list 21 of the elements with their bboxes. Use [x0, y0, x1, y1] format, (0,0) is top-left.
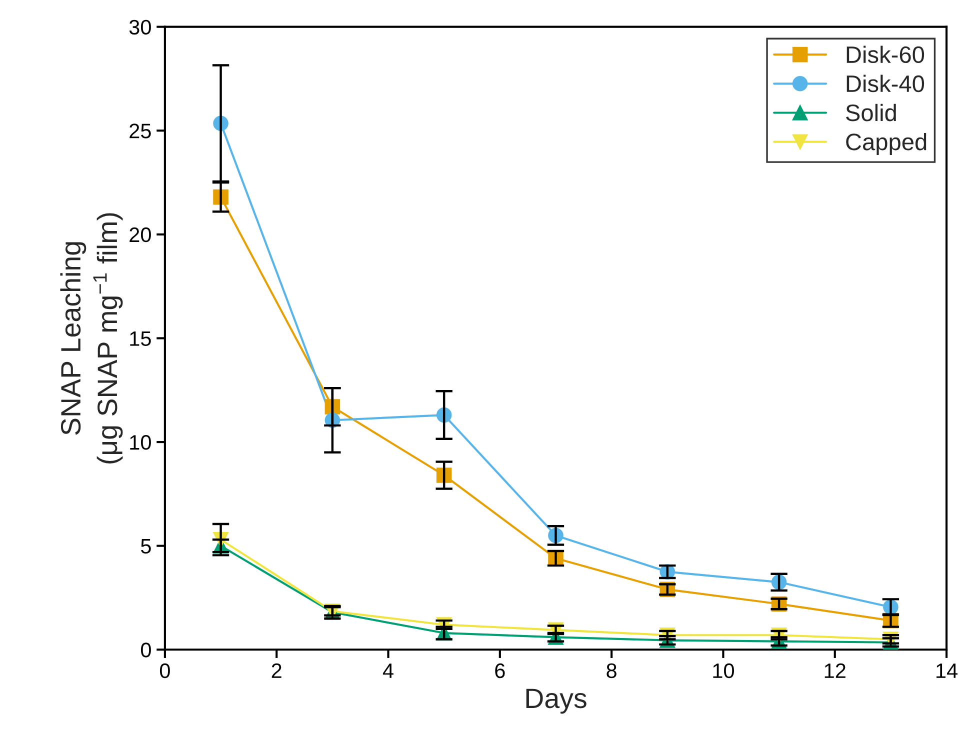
y-tick-label: 15 — [130, 331, 151, 346]
y-tick-label: 5 — [141, 539, 151, 554]
x-axis-title: Days — [526, 688, 586, 714]
legend-label: Solid — [846, 104, 896, 122]
x-tick-label: 14 — [936, 664, 958, 678]
y-tick-label: 30 — [129, 20, 151, 35]
y-axis-title: SNAP Leaching (μg SNAP mg$^{−1}$ film) — [60, 213, 123, 464]
x-tick-label: 4 — [382, 664, 394, 678]
x-tick-label: 2 — [272, 663, 282, 678]
x-tick-label: 6 — [495, 663, 505, 678]
legend-label: Disk-40 — [846, 74, 924, 92]
y-tick-label: 25 — [130, 124, 151, 138]
x-tick-label: 0 — [160, 663, 170, 678]
x-tick-label: 8 — [606, 663, 616, 678]
x-tick-label: 10 — [713, 663, 734, 678]
legend-label: Disk-60 — [846, 46, 924, 64]
legend-label: Capped — [846, 132, 926, 155]
y-tick-label: 10 — [130, 435, 151, 450]
y-tick-label: 20 — [130, 227, 151, 242]
y-tick-label: 0 — [140, 642, 151, 658]
x-tick-label: 12 — [824, 663, 846, 678]
